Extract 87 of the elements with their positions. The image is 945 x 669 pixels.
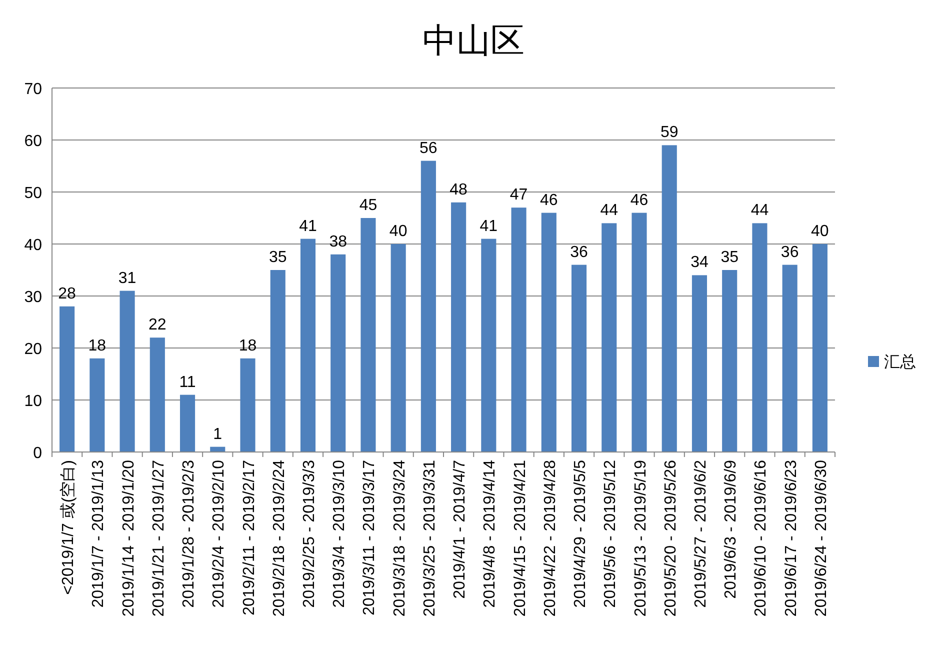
data-label: 38 xyxy=(329,233,348,250)
data-label: 40 xyxy=(811,223,829,240)
y-tick-label: 50 xyxy=(24,185,42,202)
x-tick-label: 2019/1/28 - 2019/2/3 xyxy=(180,460,198,608)
x-tick-label: 2019/4/15 - 2019/4/21 xyxy=(512,460,529,617)
x-tick-label: 2019/3/25 - 2019/3/31 xyxy=(421,460,438,617)
bar xyxy=(752,223,768,452)
x-tick-label: 2019/6/24 - 2019/6/30 xyxy=(812,460,830,617)
bar xyxy=(300,238,316,452)
data-label: 34 xyxy=(690,254,708,272)
data-label: 41 xyxy=(299,218,317,235)
data-label: 56 xyxy=(420,140,438,157)
x-tick-label: 2019/2/11 - 2019/2/17 xyxy=(240,460,258,616)
x-tick-label: 2019/2/25 - 2019/3/3 xyxy=(300,460,318,608)
x-tick-label: 2019/4/1 - 2019/4/7 xyxy=(452,460,469,599)
x-tick-label: 2019/5/27 - 2019/6/2 xyxy=(692,460,710,608)
data-label: 44 xyxy=(750,202,769,220)
data-label: 22 xyxy=(148,316,166,334)
chart-title: 中山区 xyxy=(422,22,524,60)
bar xyxy=(602,223,617,452)
data-label: 1 xyxy=(213,426,222,443)
bar xyxy=(812,244,828,452)
data-label: 18 xyxy=(88,337,106,354)
bar xyxy=(120,290,135,452)
bar xyxy=(481,238,496,452)
bar xyxy=(571,264,587,452)
bar xyxy=(662,145,677,452)
bar xyxy=(541,212,556,452)
legend-label: 汇总 xyxy=(884,353,916,371)
bar xyxy=(360,218,376,452)
x-tick-label: 2019/6/10 - 2019/6/16 xyxy=(752,460,770,617)
bar xyxy=(180,394,196,452)
data-label: 46 xyxy=(630,192,648,209)
x-tick-label: 2019/4/8 - 2019/4/14 xyxy=(482,460,499,608)
data-label: 36 xyxy=(780,244,799,261)
data-label: 18 xyxy=(238,337,257,354)
bar xyxy=(420,160,436,452)
bar xyxy=(632,212,647,452)
x-tick-label: <2019/1/7 或(空白) xyxy=(59,460,78,595)
bar xyxy=(511,208,526,452)
bar xyxy=(90,358,105,452)
x-tick-label: 2019/6/3 - 2019/6/9 xyxy=(722,460,740,599)
bar xyxy=(390,244,406,452)
x-tick-label: 2019/1/21 - 2019/1/27 xyxy=(150,460,168,617)
data-label: 35 xyxy=(268,249,287,266)
data-label: 45 xyxy=(359,197,378,214)
data-label: 44 xyxy=(600,202,618,220)
bar xyxy=(692,275,708,452)
y-tick-label: 0 xyxy=(33,445,42,462)
bar xyxy=(782,264,798,452)
y-tick-label: 40 xyxy=(24,237,42,254)
data-label: 47 xyxy=(510,186,528,204)
x-tick-label: 2019/5/13 - 2019/5/19 xyxy=(632,460,650,617)
x-tick-label: 2019/3/11 - 2019/3/17 xyxy=(361,460,378,616)
x-tick-label: 2019/5/6 - 2019/5/12 xyxy=(602,460,620,608)
data-label: 35 xyxy=(720,249,739,266)
x-tick-label: 2019/1/7 - 2019/1/13 xyxy=(90,460,108,608)
x-tick-label: 2019/3/4 - 2019/3/10 xyxy=(331,460,348,608)
x-tick-label: 2019/5/20 - 2019/5/26 xyxy=(662,460,680,617)
bar xyxy=(330,254,346,452)
data-label: 40 xyxy=(389,223,408,240)
data-label: 48 xyxy=(450,181,468,198)
data-label: 31 xyxy=(118,270,136,287)
y-tick-label: 30 xyxy=(24,289,42,306)
x-tick-label: 2019/6/17 - 2019/6/23 xyxy=(782,460,800,617)
data-label: 46 xyxy=(540,192,558,209)
bar xyxy=(270,270,286,452)
data-label: 59 xyxy=(660,124,678,142)
bar xyxy=(240,358,256,452)
bar xyxy=(451,202,466,452)
y-tick-label: 70 xyxy=(24,81,42,98)
data-label: 41 xyxy=(480,218,498,235)
y-tick-label: 10 xyxy=(24,393,42,410)
x-tick-label: 2019/4/22 - 2019/4/28 xyxy=(542,460,559,617)
y-tick-label: 20 xyxy=(24,341,42,358)
data-label: 28 xyxy=(58,285,76,302)
bar xyxy=(722,270,738,452)
x-tick-label: 2019/3/18 - 2019/3/24 xyxy=(391,460,408,617)
bar xyxy=(60,306,75,452)
x-tick-label: 2019/1/14 - 2019/1/20 xyxy=(120,460,138,617)
data-label: 11 xyxy=(179,374,196,391)
y-tick-label: 60 xyxy=(24,133,42,150)
bar xyxy=(150,338,165,452)
x-tick-label: 2019/2/4 - 2019/2/10 xyxy=(210,460,228,608)
data-label: 36 xyxy=(570,244,588,261)
x-tick-label: 2019/4/29 - 2019/5/5 xyxy=(572,460,590,608)
x-tick-label: 2019/2/18 - 2019/2/24 xyxy=(270,460,288,617)
